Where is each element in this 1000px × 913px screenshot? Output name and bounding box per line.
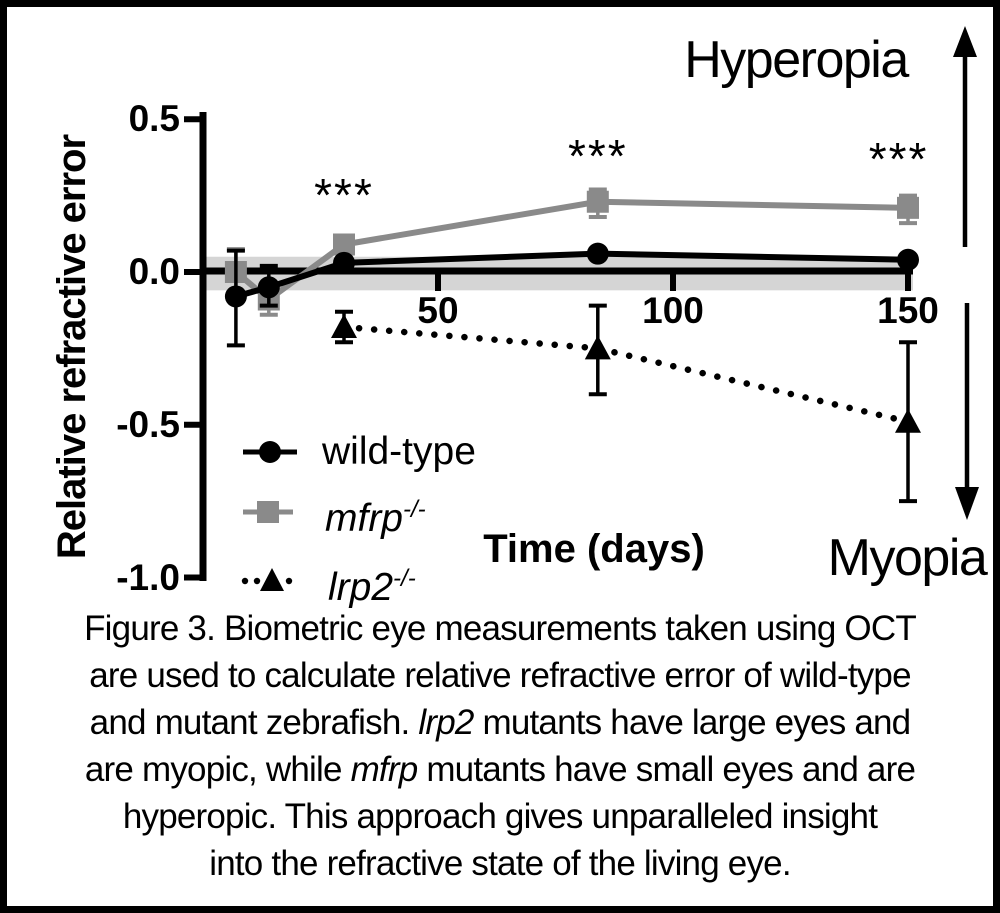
myopia-label: Myopia	[827, 529, 988, 587]
hyperopia-arrow-head-icon	[953, 26, 977, 57]
x-tick-label: 150	[877, 290, 939, 331]
y-tick-label: -1.0	[116, 556, 180, 598]
legend-allele-mfrp: -/-	[403, 496, 426, 523]
lrp2-/--line	[340, 323, 912, 425]
legend-text-wild-type: wild-type	[322, 430, 476, 473]
caption-text: are used to calculate relative refractiv…	[89, 656, 911, 695]
x-tick-label: 50	[417, 290, 459, 331]
gene-name: lrp2	[418, 703, 474, 742]
caption-text: hyperopic. This approach gives unparalle…	[122, 797, 878, 836]
x-axis-title: Time (days)	[483, 527, 705, 571]
figure-caption: Figure 3. Biometric eye measurements tak…	[10, 605, 990, 887]
caption-line: are myopic, while mfrp mutants have smal…	[10, 746, 990, 793]
legend-label-wild-type: wild-type	[322, 431, 476, 473]
y-axis-title: Relative refractive error	[50, 134, 94, 560]
wild-type-marker	[224, 285, 247, 308]
y-tick-label: -0.5	[116, 403, 180, 445]
lrp2-/--marker	[895, 408, 921, 433]
myopia-arrow-head-icon	[955, 487, 979, 520]
gene-name: mfrp	[350, 750, 419, 789]
caption-text: are myopic, while	[84, 750, 351, 789]
legend-dot-lrp2	[241, 577, 249, 585]
legend-label-lrp2: lrp2-/-	[328, 558, 416, 609]
legend-dot-lrp2	[285, 577, 293, 585]
mfrp-/--marker	[586, 190, 609, 213]
caption-text: Figure 3. Biometric eye measurements tak…	[84, 609, 917, 648]
wild-type-marker	[333, 251, 355, 274]
caption-line: hyperopic. This approach gives unparalle…	[10, 793, 990, 840]
wild-type-marker	[257, 276, 280, 299]
mfrp-/--marker	[333, 233, 355, 256]
y-tick-label: 0.0	[128, 251, 180, 292]
caption-text: into the refractive state of the living …	[209, 844, 791, 883]
caption-text: mutants have small eyes and are	[417, 750, 916, 789]
caption-line: are used to calculate relative refractiv…	[10, 652, 990, 699]
legend-allele-lrp2: -/-	[393, 565, 416, 592]
significance-marker: ***	[567, 129, 628, 182]
legend-text-mfrp: mfrp	[325, 497, 403, 540]
legend-marker-wild-type	[259, 441, 281, 463]
lrp2-/--marker	[331, 313, 357, 338]
wild-type-marker	[586, 242, 609, 265]
caption-line: and mutant zebrafish. lrp2 mutants have …	[10, 699, 990, 746]
significance-marker: ***	[314, 169, 374, 222]
legend-marker-lrp2	[260, 568, 284, 591]
significance-marker: ***	[868, 132, 929, 185]
caption-text: mutants have large eyes and	[473, 703, 911, 742]
mfrp-/--marker	[897, 196, 919, 219]
wild-type-marker	[897, 248, 919, 271]
chart-canvas	[184, 26, 979, 591]
hyperopia-label: Hyperopia	[684, 31, 909, 89]
y-tick-label: 0.5	[128, 98, 180, 140]
legend-dot-lrp2	[253, 577, 261, 585]
caption-line: into the refractive state of the living …	[10, 840, 990, 887]
x-tick-label: 100	[642, 290, 704, 331]
legend-text-lrp2: lrp2	[328, 566, 394, 609]
legend-label-mfrp: mfrp-/-	[325, 489, 426, 540]
lrp2-/--marker	[584, 335, 611, 360]
legend-marker-mfrp	[257, 501, 279, 523]
caption-line: Figure 3. Biometric eye measurements tak…	[10, 605, 990, 652]
caption-text: and mutant zebrafish.	[89, 703, 419, 742]
